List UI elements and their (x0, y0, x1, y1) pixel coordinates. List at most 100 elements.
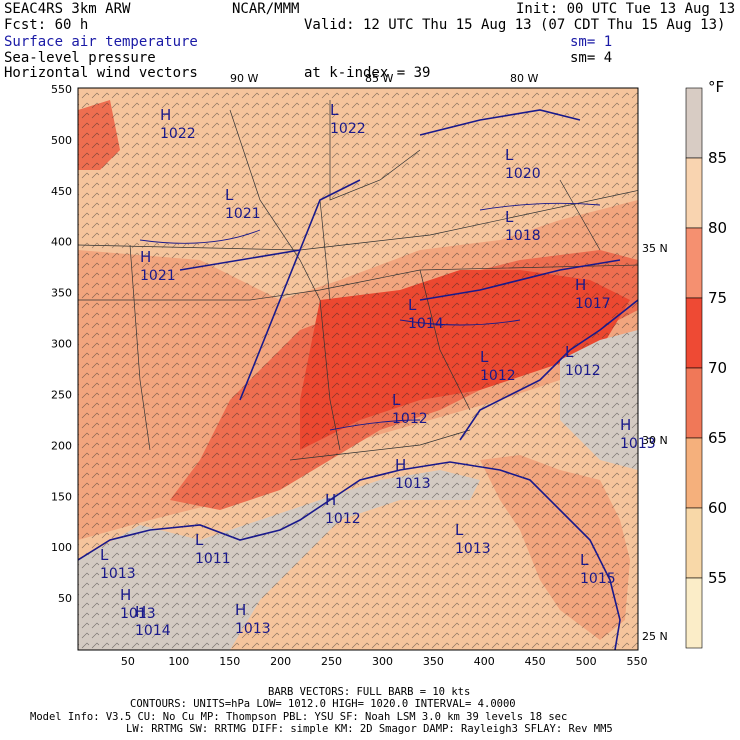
model-info: Model Info: V3.5 CU: No Cu MP: Thompson … (30, 711, 568, 723)
colorbar-label: 85 (708, 149, 727, 167)
colorbar-segment (685, 157, 703, 229)
colorbar-label: 70 (708, 359, 727, 377)
model-info-physics: LW: RRTMG SW: RRTMG DIFF: simple KM: 2D … (126, 723, 613, 735)
x-tick-label: 350 (423, 655, 444, 668)
pressure-center-value: 1022 (330, 121, 366, 137)
latitude-labels: 35 N 30 N 25 N (642, 242, 668, 643)
colorbar-segment (685, 577, 703, 649)
pressure-center-value: 1013 (620, 436, 656, 452)
temperature-field (78, 88, 638, 650)
pressure-center-type: H (575, 276, 586, 294)
x-tick-label: 150 (219, 655, 240, 668)
pressure-center-value: 1012 (565, 363, 601, 379)
pressure-center-type: L (100, 546, 109, 564)
pressure-center-value: 1013 (235, 621, 271, 637)
pressure-center-type: L (225, 186, 234, 204)
longitude-label: 85 W (365, 72, 393, 85)
pressure-center-value: 1013 (120, 606, 156, 622)
colorbar-segment (685, 297, 703, 369)
colorbar-label: 80 (708, 219, 727, 237)
pressure-center-value: 1014 (135, 623, 171, 639)
institution-label: NCAR/MMM (232, 1, 300, 17)
latitude-label: 35 N (642, 242, 668, 255)
pressure-center-type: H (235, 601, 246, 619)
pressure-center-type: L (505, 146, 514, 164)
y-tick-label: 400 (51, 236, 72, 249)
y-axis-ticks: 550 500 450 400 350 300 250 200 150 100 50 (51, 83, 72, 605)
y-tick-label: 250 (51, 388, 72, 401)
colorbar-segment (685, 437, 703, 509)
valid-time: Valid: 12 UTC Thu 15 Aug 13 (07 CDT Thu … (304, 17, 726, 33)
y-tick-label: 350 (51, 287, 72, 300)
y-tick-label: 500 (51, 134, 72, 147)
pressure-isobars (139, 202, 601, 431)
pressure-center-value: 1012 (325, 511, 361, 527)
pressure-center-type: H (140, 248, 151, 266)
model-title: SEAC4RS 3km ARW (4, 1, 131, 17)
y-tick-label: 550 (51, 83, 72, 96)
pressure-center-type: L (392, 391, 401, 409)
coastline-and-rivers (78, 109, 638, 650)
pressure-center-type: L (455, 521, 464, 539)
forecast-hour: Fcst: 60 h (4, 17, 89, 33)
barb-legend: BARB VECTORS: FULL BARB = 10 kts (268, 686, 471, 698)
pressure-center-type: H (135, 603, 146, 621)
x-tick-label: 450 (525, 655, 546, 668)
x-tick-label: 550 (627, 655, 648, 668)
field-wind-level: at k-index = 39 (304, 65, 431, 81)
pressure-center-type: L (580, 551, 589, 569)
colorbar-segment (685, 367, 703, 439)
wind-barbs (78, 88, 638, 650)
pressure-center-value: 1012 (392, 411, 428, 427)
y-tick-label: 450 (51, 185, 72, 198)
y-tick-label: 300 (51, 338, 72, 351)
pressure-center-type: L (330, 101, 339, 119)
x-tick-label: 500 (576, 655, 597, 668)
colorbar-segment (685, 87, 703, 159)
y-tick-label: 50 (58, 592, 72, 605)
pressure-centers: H 1022 L 1022 L 1020 H 1021 L 1021 L 1018 L 1014 H 1017… (100, 101, 656, 639)
pressure-center-type: H (620, 416, 631, 434)
colorbar-label: 60 (708, 499, 727, 517)
pressure-center-value: 1018 (505, 228, 541, 244)
field-temperature-label: Surface air temperature (4, 34, 198, 50)
pressure-center-value: 1013 (100, 566, 136, 582)
longitude-label: 90 W (230, 72, 258, 85)
x-axis-ticks: 50 100 150 200 250 300 350 400 450 500 550 (121, 655, 648, 668)
pressure-center-value: 1014 (408, 316, 444, 332)
y-tick-label: 100 (51, 541, 72, 554)
y-tick-label: 200 (51, 439, 72, 452)
temperature-colorbar: 85 80 75 70 65 60 55 (685, 87, 727, 649)
pressure-center-value: 1011 (195, 551, 231, 567)
pressure-center-type: L (195, 531, 204, 549)
pressure-center-value: 1021 (225, 206, 261, 222)
pressure-center-value: 1021 (140, 268, 176, 284)
colorbar-segment (685, 507, 703, 579)
pressure-center-type: L (480, 348, 489, 366)
colorbar-unit: °F (708, 78, 724, 96)
latitude-label: 30 N (642, 434, 668, 447)
x-tick-label: 200 (270, 655, 291, 668)
pressure-center-type: L (565, 343, 574, 361)
init-time: Init: 00 UTC Tue 13 Aug 13 (516, 1, 736, 17)
pressure-center-value: 1017 (575, 296, 611, 312)
pressure-center-type: H (160, 106, 171, 124)
colorbar-label: 65 (708, 429, 727, 447)
pressure-center-value: 1012 (480, 368, 516, 384)
contour-legend: CONTOURS: UNITS=hPa LOW= 1012.0 HIGH= 10… (130, 698, 516, 710)
latitude-label: 25 N (642, 630, 668, 643)
longitude-labels: 90 W 85 W 80 W (230, 72, 538, 85)
colorbar-segment (685, 227, 703, 299)
pressure-center-type: H (325, 491, 336, 509)
plot-frame (77, 87, 639, 651)
pressure-center-type: H (120, 586, 131, 604)
longitude-label: 80 W (510, 72, 538, 85)
pressure-center-value: 1022 (160, 126, 196, 142)
colorbar-label: 75 (708, 289, 727, 307)
x-tick-label: 100 (168, 655, 189, 668)
x-tick-label: 50 (121, 655, 135, 668)
field-pressure-label: Sea-level pressure (4, 50, 156, 66)
field-wind-label: Horizontal wind vectors (4, 65, 198, 81)
pressure-center-value: 1020 (505, 166, 541, 182)
